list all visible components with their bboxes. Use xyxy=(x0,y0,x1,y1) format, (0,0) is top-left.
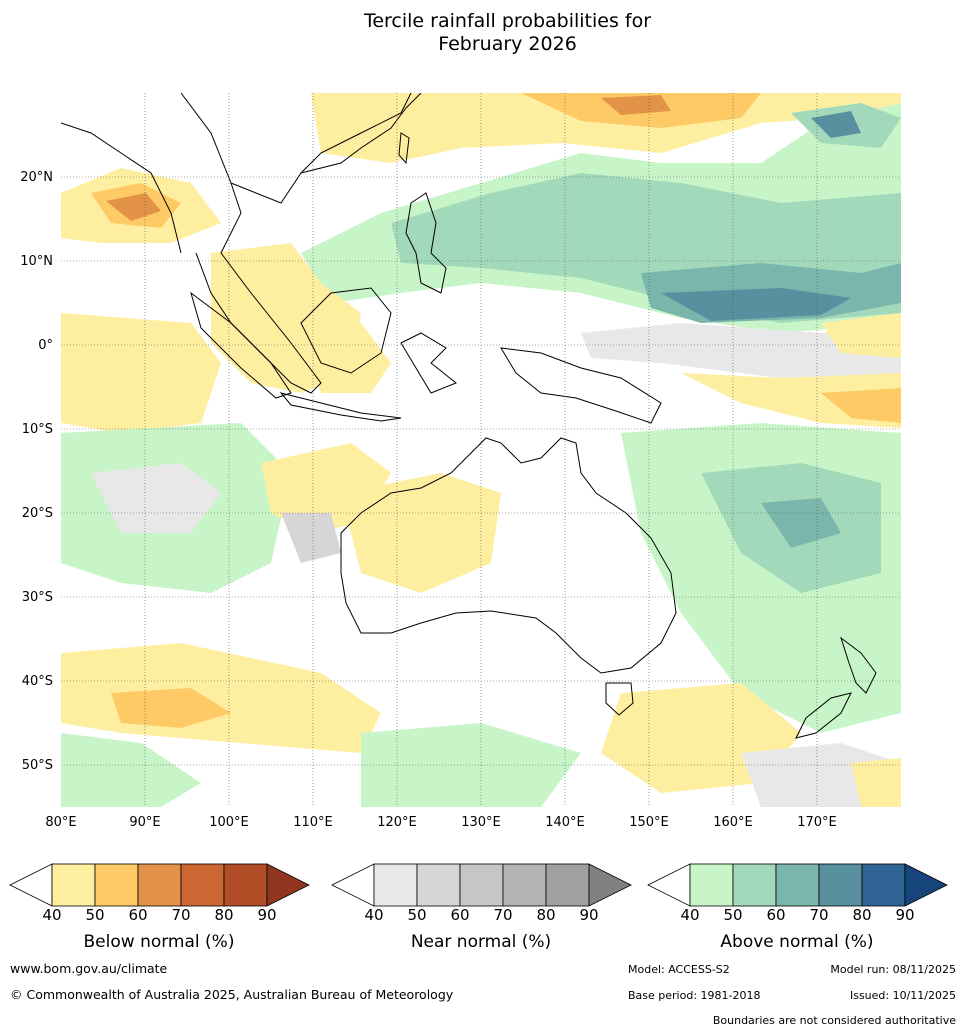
colorbar-near-segment-4 xyxy=(502,863,547,907)
lat-label-10s: 10°S xyxy=(21,422,53,437)
colorbar-near-segment-5 xyxy=(545,863,590,907)
lat-label-0: 0° xyxy=(38,338,53,353)
boundaries-disclaimer: Boundaries are not considered authoritat… xyxy=(712,1014,956,1027)
lon-label-150e: 150°E xyxy=(629,815,669,830)
near-tick-40: 40 xyxy=(364,906,384,924)
near-tick-70: 70 xyxy=(493,906,513,924)
colorbar-below-segment-3 xyxy=(137,863,182,907)
colorbar-near-segment-1 xyxy=(373,863,418,907)
near-tick-50: 50 xyxy=(407,906,427,924)
lon-label-140e: 140°E xyxy=(545,815,585,830)
lon-label-110e: 110°E xyxy=(293,815,333,830)
model-run: Model run: 08/11/2025 xyxy=(830,963,956,976)
probability-shading xyxy=(61,93,901,807)
above-tick-80: 80 xyxy=(852,906,872,924)
map-canvas xyxy=(61,93,901,807)
coastlines xyxy=(61,93,877,739)
base-period: Base period: 1981-2018 xyxy=(628,989,761,1002)
colorbar-legends xyxy=(9,863,948,907)
below-tick-70: 70 xyxy=(171,906,191,924)
lon-label-80e: 80°E xyxy=(45,815,77,830)
rainfall-probability-map xyxy=(61,93,901,807)
above-tick-70: 70 xyxy=(809,906,829,924)
colorbar-above-segment-2 xyxy=(732,863,777,907)
colorbar-below-segment-0 xyxy=(9,863,53,907)
website-link[interactable]: www.bom.gov.au/climate xyxy=(10,961,168,976)
colorbar-above-segment-4 xyxy=(818,863,863,907)
colorbar-near-segment-3 xyxy=(459,863,504,907)
colorbar-below-segment-4 xyxy=(180,863,225,907)
title-line-1: Tercile rainfall probabilities for xyxy=(363,10,652,32)
colorbar-near-normal xyxy=(331,863,632,907)
below-tick-40: 40 xyxy=(42,906,62,924)
lon-label-120e: 120°E xyxy=(377,815,417,830)
lat-label-10n: 10°N xyxy=(20,254,53,269)
near-tick-80: 80 xyxy=(536,906,556,924)
model-name: Model: ACCESS-S2 xyxy=(628,963,730,976)
near-normal-title: Near normal (%) xyxy=(410,932,552,952)
above-normal-title: Above normal (%) xyxy=(720,932,874,952)
colorbar-above-segment-3 xyxy=(775,863,820,907)
lat-label-20n: 20°N xyxy=(20,170,53,185)
colorbar-below-segment-5 xyxy=(223,863,268,907)
colorbar-near-segment-0 xyxy=(331,863,375,907)
above-tick-90: 90 xyxy=(895,906,915,924)
above-tick-50: 50 xyxy=(723,906,743,924)
copyright-text: © Commonwealth of Australia 2025, Austra… xyxy=(10,987,454,1002)
colorbar-near-segment-6 xyxy=(588,863,632,907)
colorbar-near-segment-2 xyxy=(416,863,461,907)
above-tick-60: 60 xyxy=(766,906,786,924)
near-tick-60: 60 xyxy=(450,906,470,924)
near-tick-90: 90 xyxy=(579,906,599,924)
lon-label-130e: 130°E xyxy=(461,815,501,830)
lon-label-170e: 170°E xyxy=(797,815,837,830)
lat-label-50s: 50°S xyxy=(21,758,53,773)
lon-label-90e: 90°E xyxy=(129,815,161,830)
colorbar-below-segment-6 xyxy=(266,863,310,907)
title-line-2: February 2026 xyxy=(438,33,577,55)
colorbar-above-normal xyxy=(647,863,948,907)
graticule xyxy=(61,93,901,807)
colorbar-below-segment-1 xyxy=(51,863,96,907)
colorbar-above-segment-0 xyxy=(647,863,691,907)
lat-label-20s: 20°S xyxy=(21,506,53,521)
above-tick-40: 40 xyxy=(680,906,700,924)
issued-date: Issued: 10/11/2025 xyxy=(849,989,956,1002)
below-tick-90: 90 xyxy=(257,906,277,924)
below-tick-60: 60 xyxy=(128,906,148,924)
map-title: Tercile rainfall probabilities for Febru… xyxy=(0,10,965,56)
lon-label-100e: 100°E xyxy=(209,815,249,830)
colorbar-above-segment-6 xyxy=(904,863,948,907)
lat-label-40s: 40°S xyxy=(21,674,53,689)
colorbar-below-normal xyxy=(9,863,310,907)
lon-label-160e: 160°E xyxy=(713,815,753,830)
below-tick-50: 50 xyxy=(85,906,105,924)
colorbar-below-segment-2 xyxy=(94,863,139,907)
below-tick-80: 80 xyxy=(214,906,234,924)
below-normal-title: Below normal (%) xyxy=(83,932,235,952)
colorbar-above-segment-1 xyxy=(689,863,734,907)
lat-label-30s: 30°S xyxy=(21,590,53,605)
colorbar-above-segment-5 xyxy=(861,863,906,907)
